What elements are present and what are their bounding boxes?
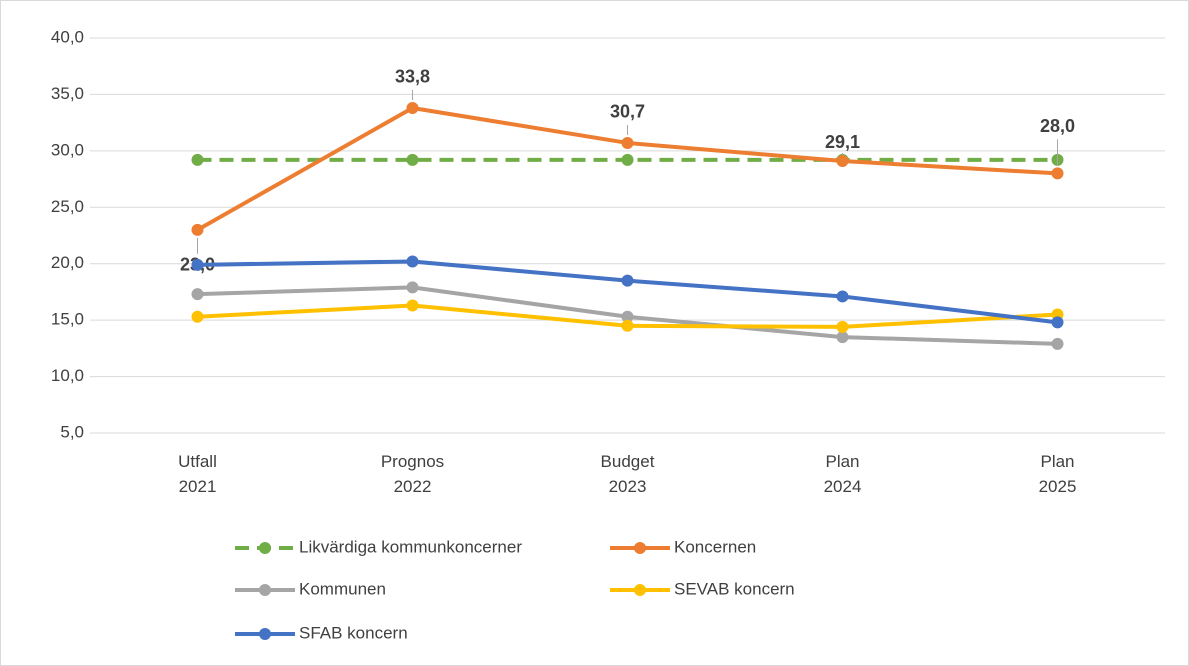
legend-label: Koncernen (674, 537, 756, 556)
x-tick-line: Plan (1040, 452, 1074, 471)
y-tick-label: 30,0 (51, 140, 84, 159)
legend-label: Likvärdiga kommunkoncerner (299, 537, 522, 556)
legend-label: SFAB koncern (299, 623, 408, 642)
x-tick-line: 2025 (1039, 477, 1077, 496)
legend-marker (259, 584, 271, 596)
x-tick-line: 2022 (394, 477, 432, 496)
x-tick-line: Plan (825, 452, 859, 471)
legend-label: SEVAB koncern (674, 579, 795, 598)
y-tick-label: 25,0 (51, 197, 84, 216)
point (191, 258, 204, 271)
point (406, 299, 419, 312)
point (621, 310, 634, 323)
x-tick-line: Utfall (178, 452, 217, 471)
point (406, 153, 419, 166)
x-tick-label: Prognos 2022 (381, 452, 444, 496)
point (1051, 316, 1064, 329)
x-tick-line: 2023 (609, 477, 647, 496)
point (621, 153, 634, 166)
y-tick-label: 5,0 (60, 422, 84, 441)
point (621, 274, 634, 287)
data-label: 33,8 (395, 67, 430, 87)
y-tick-label: 15,0 (51, 310, 84, 329)
point (191, 223, 204, 236)
legend-marker (259, 542, 271, 554)
point (621, 136, 634, 149)
x-tick-line: Prognos (381, 452, 444, 471)
y-tick-label: 40,0 (51, 27, 84, 46)
x-tick-label: Plan 2024 (824, 452, 862, 496)
data-label: 30,7 (610, 102, 645, 122)
point (406, 255, 419, 268)
point (621, 319, 634, 332)
x-tick-label: Budget 2023 (601, 452, 655, 496)
legend-marker (634, 584, 646, 596)
data-label: 28,0 (1040, 116, 1075, 136)
x-tick-line: 2024 (824, 477, 862, 496)
point (1051, 337, 1064, 350)
point (191, 310, 204, 323)
y-tick-label: 20,0 (51, 253, 84, 272)
point (836, 155, 849, 168)
x-tick-label: Utfall 2021 (178, 452, 217, 496)
point (406, 281, 419, 294)
point (1051, 167, 1064, 180)
point (836, 320, 849, 333)
point (191, 288, 204, 301)
data-label: 29,1 (825, 132, 860, 152)
legend-marker (634, 542, 646, 554)
point (836, 331, 849, 344)
x-tick-line: Budget (601, 452, 655, 471)
legend-label: Kommunen (299, 579, 386, 598)
point (406, 101, 419, 114)
point (836, 290, 849, 303)
x-tick-label: Plan 2025 (1039, 452, 1077, 496)
point (191, 153, 204, 166)
legend-marker (259, 628, 271, 640)
y-tick-label: 10,0 (51, 366, 84, 385)
y-tick-label: 35,0 (51, 84, 84, 103)
x-tick-line: 2021 (179, 477, 217, 496)
